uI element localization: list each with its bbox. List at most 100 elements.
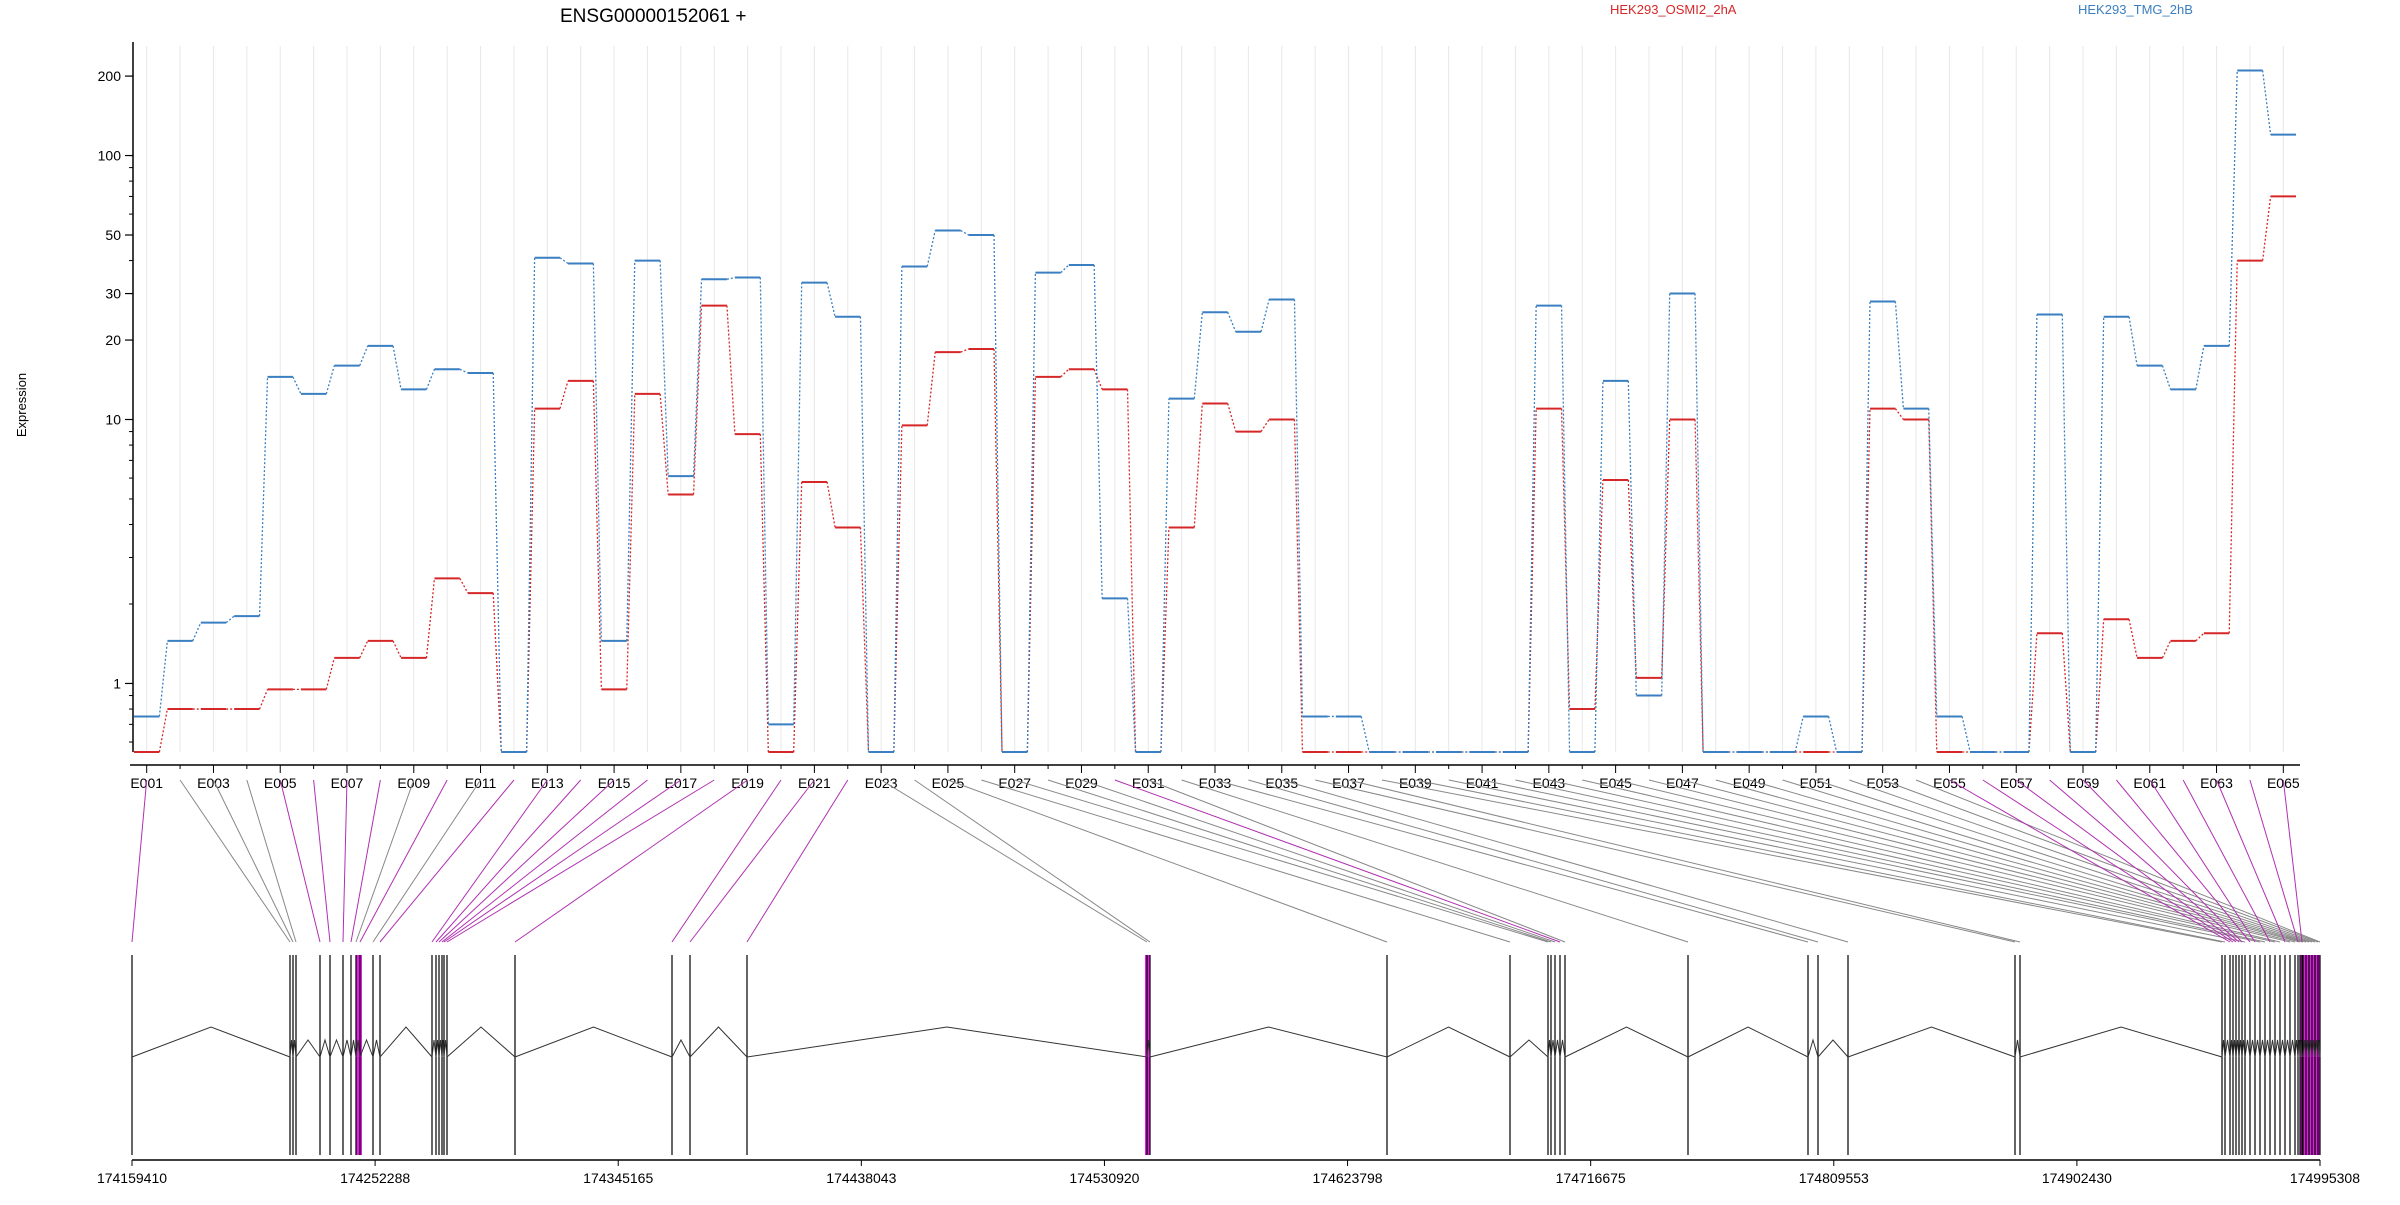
intron-line: [350, 1039, 357, 1058]
exon-connector: [131, 779, 148, 943]
intron-line: [438, 1039, 443, 1058]
intron-line: [2229, 1039, 2234, 1058]
series-connector: [2195, 632, 2205, 642]
exon-connector: [431, 779, 548, 943]
exon-connector: [746, 779, 849, 943]
intron-line: [131, 1026, 291, 1058]
x-tick-label: E019: [731, 775, 764, 791]
exon-connector: [1882, 779, 2319, 943]
exon-connector: [1381, 779, 2223, 943]
series-connector: [2061, 314, 2071, 753]
intron-line: [289, 1039, 294, 1058]
exon-connector: [1148, 779, 1566, 943]
genomic-tick-label: 174809553: [1799, 1170, 1869, 1186]
x-tick-label: E063: [2200, 775, 2233, 791]
exon-connector: [2216, 779, 2286, 943]
series-connector: [2095, 316, 2105, 753]
series-connector: [559, 380, 569, 409]
intron-line: [435, 1039, 440, 1058]
intron-line: [689, 1026, 748, 1058]
series-connector: [1928, 408, 1938, 717]
x-tick-label: E055: [1933, 775, 1966, 791]
series-connector: [525, 408, 536, 753]
x-tick-label: E061: [2133, 775, 2166, 791]
exon-connector: [246, 779, 297, 943]
series-connector: [759, 434, 769, 753]
series-connector: [1661, 419, 1671, 678]
exon-connector: [1815, 779, 2313, 943]
intron-line: [2279, 1039, 2286, 1058]
genomic-tick-label: 174716675: [1556, 1170, 1626, 1186]
series-connector: [325, 365, 335, 395]
series-connector: [1227, 403, 1237, 432]
intron-line: [2269, 1039, 2276, 1058]
series-connector: [1661, 293, 1671, 696]
x-tick-label: E029: [1065, 775, 1098, 791]
series-connector: [626, 393, 636, 690]
intron-line: [359, 1038, 374, 1058]
exon-connector: [213, 779, 294, 943]
series-connector: [2128, 316, 2138, 366]
genomic-tick-label: 174623798: [1313, 1170, 1383, 1186]
series-connector: [726, 305, 736, 435]
y-tick-label: 200: [98, 68, 122, 84]
intron-line: [2317, 1039, 2321, 1058]
intron-line: [2014, 1039, 2021, 1058]
intron-line: [379, 1026, 433, 1058]
series-connector: [1861, 301, 1871, 753]
series-connector: [425, 369, 436, 390]
exon-connector: [2249, 779, 2299, 943]
legend-entry-tmg: HEK293_TMG_2hB: [2078, 2, 2193, 17]
series-connector: [1126, 598, 1137, 753]
intron-line: [2274, 1039, 2281, 1058]
intron-line: [2244, 1039, 2251, 1058]
series-connector: [325, 657, 335, 690]
series-connector: [158, 708, 169, 753]
intron-line: [295, 1039, 321, 1058]
x-tick-label: E005: [264, 775, 297, 791]
intron-line: [2249, 1039, 2256, 1058]
y-tick-label: 20: [105, 332, 121, 348]
exon-connector: [1214, 779, 1809, 943]
series-connector: [2028, 314, 2038, 753]
series-connector: [1193, 403, 1203, 528]
exon-connector: [981, 779, 1511, 943]
intron-line: [441, 1039, 445, 1058]
intron-line: [2308, 1039, 2313, 1058]
exon-connector: [1515, 779, 2266, 943]
series-connector: [2261, 70, 2272, 135]
exon-connector: [1982, 779, 2234, 943]
x-axis: E001 E003 E005 E007 E009 E011 E013 E015 E017 E019…: [130, 764, 2300, 791]
exon-connector: [1915, 779, 2321, 943]
exon-connector: [914, 779, 1151, 943]
series-connector: [1293, 299, 1304, 717]
series-connector: [459, 578, 469, 594]
exon-connector: [2282, 779, 2303, 943]
genomic-tick-label: 174530920: [1069, 1170, 1139, 1186]
x-tick-label: E027: [998, 775, 1031, 791]
exon-connector: [1248, 779, 1819, 943]
y-tick-label: 1: [113, 675, 121, 691]
exon-connector: [435, 779, 582, 943]
series-connector: [1160, 398, 1170, 753]
y-tick-label: 10: [105, 412, 121, 428]
intron-line: [1509, 1039, 1549, 1058]
x-tick-label: E039: [1399, 775, 1432, 791]
series-connector: [392, 345, 402, 390]
exon-connector: [514, 779, 748, 943]
intron-line: [2302, 1039, 2307, 1058]
series-connector: [258, 689, 269, 710]
series-connector: [592, 263, 603, 641]
y-tick-label: 100: [98, 148, 122, 164]
series-connector: [1527, 408, 1537, 753]
exon-connector: [1315, 779, 2016, 943]
series-connector: [1961, 716, 1971, 753]
intron-line: [2314, 1039, 2319, 1058]
intron-line: [431, 1039, 437, 1058]
exon-connector: [1615, 779, 2291, 943]
x-tick-label: E011: [465, 775, 497, 791]
exon-connector: [438, 779, 615, 943]
series-connector: [926, 352, 936, 426]
intron-line: [2299, 1039, 2303, 1058]
y-axis: 1 10 20 30 50 100 200: [98, 42, 134, 752]
